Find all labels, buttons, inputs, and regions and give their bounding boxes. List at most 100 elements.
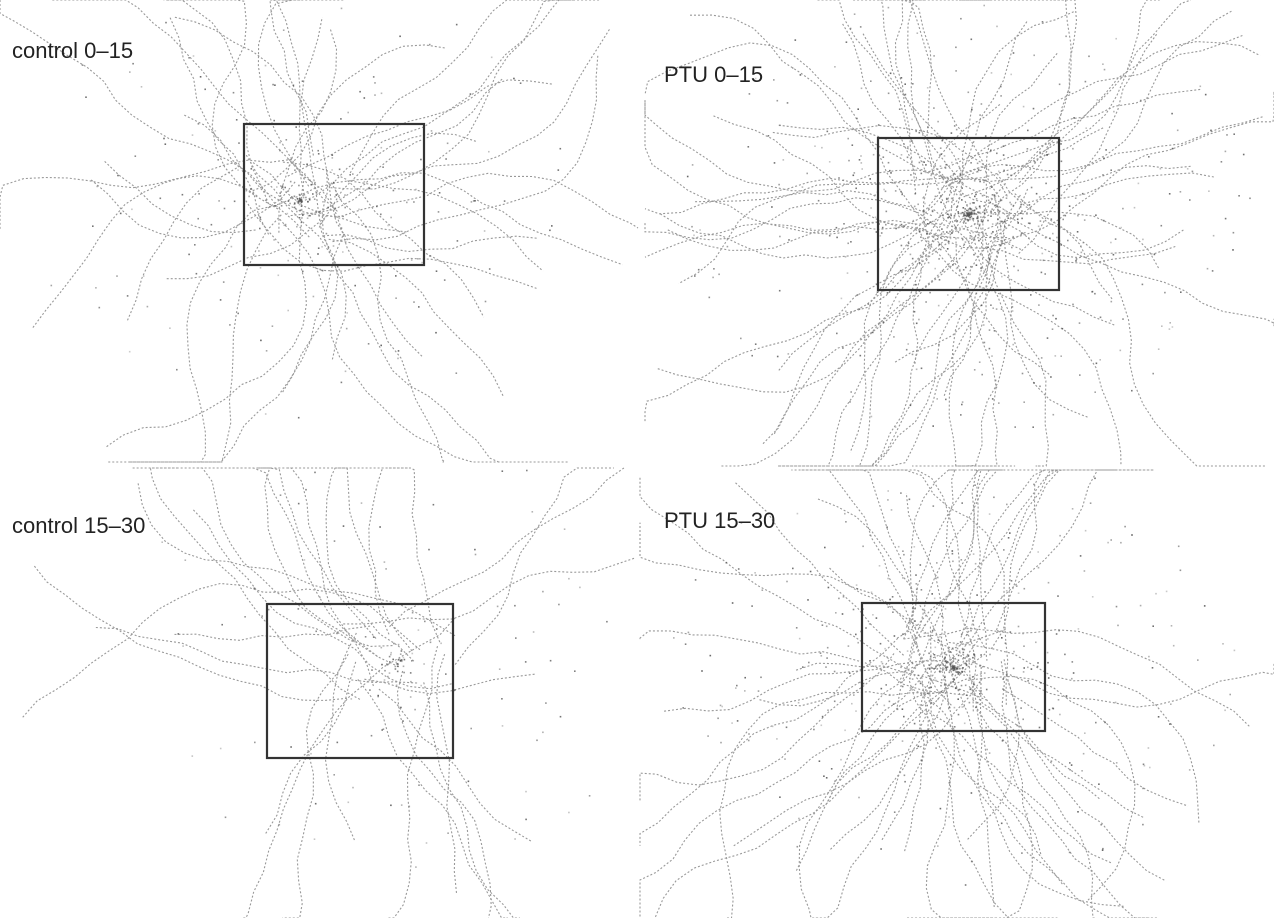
track-point xyxy=(902,708,904,710)
track-point xyxy=(198,123,200,125)
track-point xyxy=(796,627,798,629)
track-point xyxy=(1122,208,1124,210)
track-point xyxy=(302,214,304,216)
track-point xyxy=(962,401,964,403)
track-point xyxy=(885,191,887,193)
track-point xyxy=(979,361,981,363)
track-point xyxy=(919,262,921,264)
track-point xyxy=(1058,699,1060,701)
track-point xyxy=(918,319,920,321)
track-point xyxy=(279,142,281,144)
track-point xyxy=(986,659,988,661)
track-point xyxy=(1035,642,1037,644)
track-point xyxy=(924,610,926,612)
track-point xyxy=(412,612,414,614)
track-point xyxy=(1200,86,1202,88)
track-point xyxy=(1075,260,1077,262)
track-point xyxy=(799,638,801,640)
track-point xyxy=(351,698,353,700)
track-point xyxy=(843,179,845,181)
track-point xyxy=(1002,688,1004,690)
track-point xyxy=(309,215,311,217)
track-point xyxy=(931,702,933,704)
track-point xyxy=(1079,374,1081,376)
track-point xyxy=(852,144,854,146)
track-point xyxy=(377,696,379,698)
panel-label: PTU 0–15 xyxy=(664,62,763,87)
track-point xyxy=(238,142,240,144)
track-point xyxy=(1010,631,1012,633)
track-point xyxy=(929,668,931,670)
track-point xyxy=(945,608,947,610)
track-point xyxy=(1006,674,1008,676)
track-point xyxy=(298,503,300,505)
track-point xyxy=(287,310,289,312)
track-point xyxy=(916,589,918,591)
track-point xyxy=(898,546,900,548)
track-point xyxy=(965,663,967,665)
track-point xyxy=(907,245,909,247)
cell-track xyxy=(131,468,378,657)
track-point xyxy=(861,88,863,90)
track-point xyxy=(693,235,695,237)
track-point xyxy=(891,509,893,511)
track-point xyxy=(967,210,969,212)
track-point xyxy=(958,714,960,716)
track-point xyxy=(886,211,888,213)
track-point xyxy=(296,211,298,213)
track-point xyxy=(314,198,316,200)
track-point xyxy=(304,194,306,196)
track-point xyxy=(1048,677,1050,679)
track-point xyxy=(1099,359,1101,361)
track-point xyxy=(260,340,262,342)
cell-track xyxy=(981,470,1154,657)
track-point xyxy=(399,36,401,38)
cell-track xyxy=(640,654,894,801)
track-point xyxy=(290,746,292,748)
track-point xyxy=(754,572,756,574)
track-point xyxy=(969,274,971,276)
track-point xyxy=(373,76,375,78)
cell-track xyxy=(950,20,1028,223)
track-point xyxy=(381,647,383,649)
cell-track xyxy=(33,159,292,327)
cell-track xyxy=(1015,0,1191,177)
track-point xyxy=(343,525,345,527)
track-point xyxy=(993,497,995,499)
track-point xyxy=(888,162,890,164)
track-point xyxy=(354,639,356,641)
track-point xyxy=(889,170,891,172)
track-point xyxy=(1171,113,1173,115)
track-point xyxy=(920,236,922,238)
track-point xyxy=(414,709,416,711)
track-point xyxy=(776,738,778,740)
track-point xyxy=(984,591,986,593)
track-point xyxy=(865,627,867,629)
track-point xyxy=(989,348,991,350)
track-point xyxy=(927,127,929,129)
track-point xyxy=(800,74,802,76)
track-point xyxy=(961,404,963,406)
track-point xyxy=(349,174,351,176)
track-point xyxy=(970,689,972,691)
track-point xyxy=(735,687,737,689)
track-point xyxy=(1014,173,1016,175)
track-point xyxy=(525,791,527,793)
cell-track xyxy=(960,470,1141,646)
track-point xyxy=(993,213,995,215)
track-point xyxy=(224,208,226,210)
cell-track xyxy=(282,654,348,918)
track-point xyxy=(335,191,337,193)
track-point xyxy=(1085,127,1087,129)
track-point xyxy=(309,199,311,201)
track-point xyxy=(299,198,301,200)
track-point xyxy=(919,132,921,134)
track-point xyxy=(771,206,773,208)
track-point xyxy=(744,677,746,679)
track-point xyxy=(923,210,925,212)
track-point xyxy=(1122,318,1124,320)
track-point xyxy=(390,654,392,656)
track-point xyxy=(344,207,346,209)
track-point xyxy=(352,787,354,789)
track-point xyxy=(1078,628,1080,630)
